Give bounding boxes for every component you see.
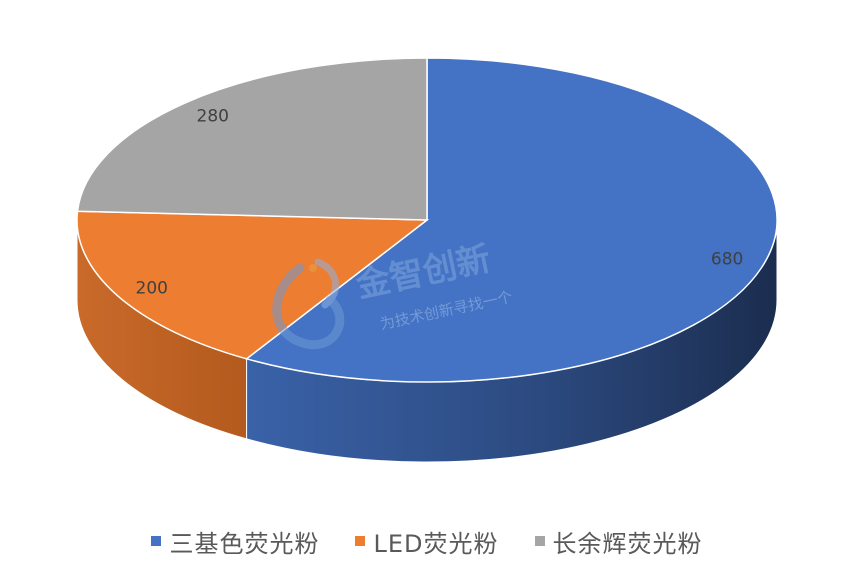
chart-legend: 三基色荧光粉 LED荧光粉 长余辉荧光粉	[0, 521, 854, 561]
pie-slice-2	[76, 57, 428, 221]
pie-slice-0	[244, 57, 778, 383]
legend-swatch-2	[534, 536, 545, 546]
legend-swatch-0	[151, 536, 162, 546]
pie-slice-1	[76, 210, 430, 360]
legend-item-2: 长余辉荧光粉	[534, 524, 703, 559]
legend-item-1: LED荧光粉	[355, 524, 498, 559]
data-label-1: 200	[136, 279, 168, 299]
legend-swatch-1	[355, 536, 366, 546]
legend-label-1: LED荧光粉	[373, 529, 499, 558]
watermark-logo-icon	[272, 258, 345, 350]
data-labels: 680 200 280	[136, 106, 744, 298]
legend-label-2: 长余辉荧光粉	[552, 529, 703, 558]
pie-tops	[76, 57, 778, 383]
data-label-2: 280	[197, 106, 229, 126]
legend-label-0: 三基色荧光粉	[169, 529, 320, 558]
data-label-0: 680	[711, 250, 743, 270]
legend-item-0: 三基色荧光粉	[151, 524, 319, 559]
